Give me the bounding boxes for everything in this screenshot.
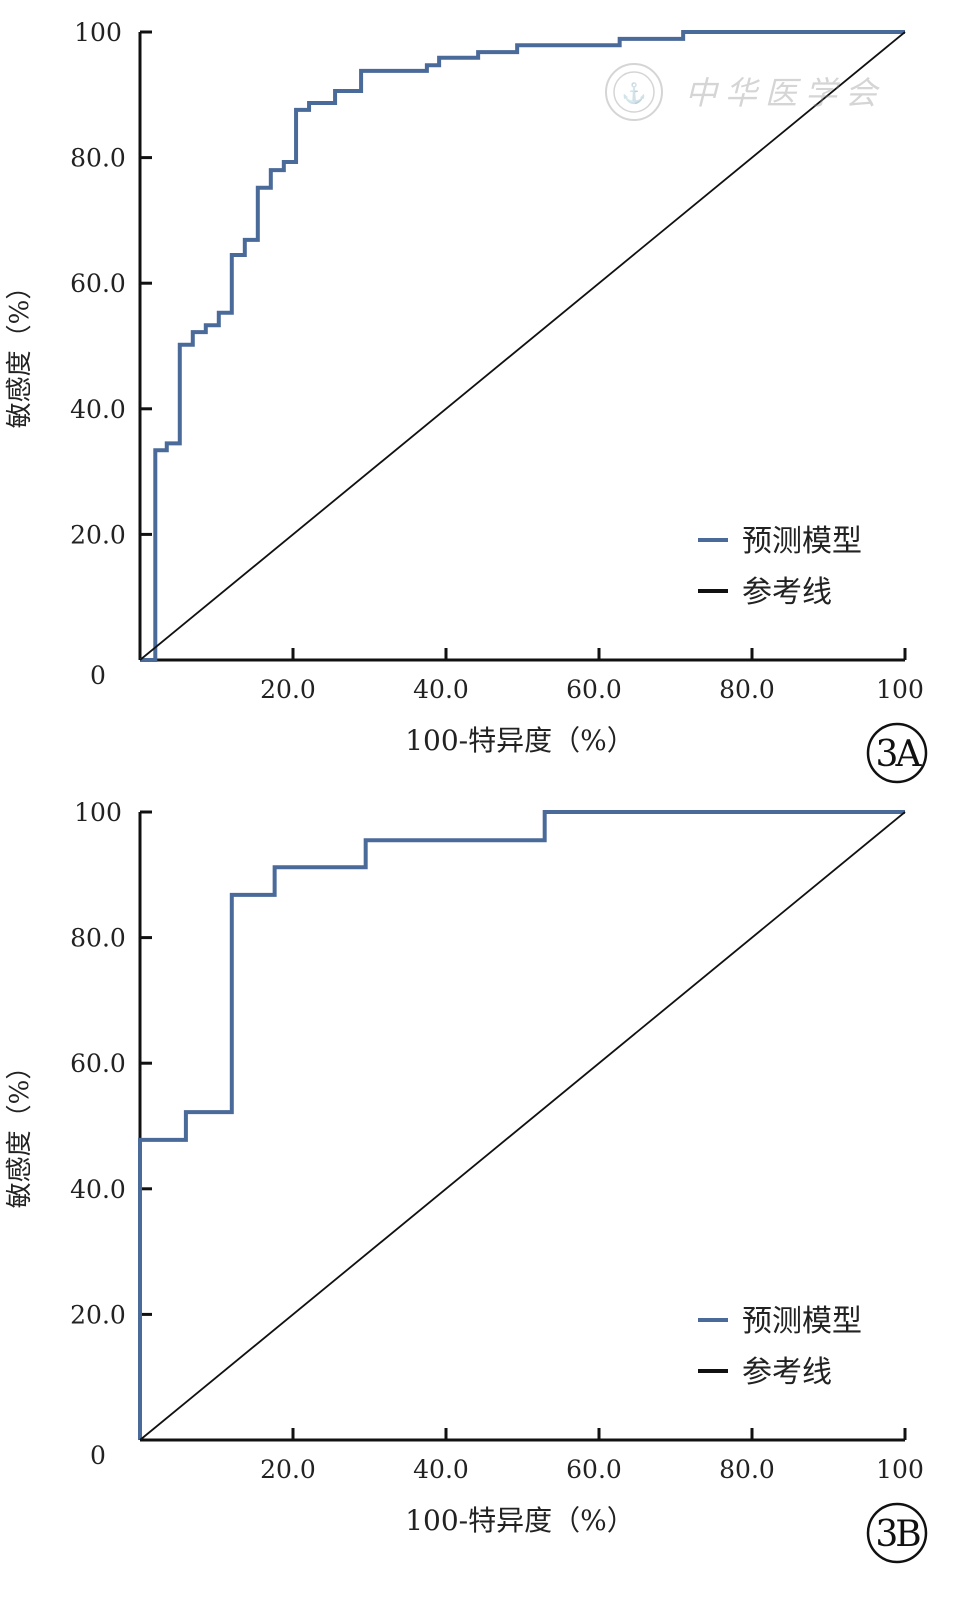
panel-label: 3A <box>876 734 923 775</box>
x-tick-label: 80.0 <box>719 1455 775 1484</box>
y-tick-label: 20.0 <box>70 1300 126 1329</box>
x-tick-label: 60.0 <box>566 1455 622 1484</box>
legend-label: 预测模型 <box>742 1304 862 1339</box>
chart-panel-3A: 0 20.0 40.0 60.0 80.0 100 20.0 40.0 60.0 80.0 100 1… <box>5 18 928 784</box>
x-tick-label: 20.0 <box>260 675 316 704</box>
y-tick-label: 80.0 <box>70 924 126 953</box>
y-axis-label: 敏感度（%） <box>5 274 35 429</box>
watermark-text: 中华医学会 <box>685 74 885 112</box>
y-tick-label: 40.0 <box>70 1175 126 1204</box>
y-tick-label: 60.0 <box>70 269 126 298</box>
y-tick-label: 0 <box>90 1441 106 1470</box>
y-tick-label: 40.0 <box>70 395 126 424</box>
x-tick-label: 80.0 <box>719 675 775 704</box>
legend-label: 参考线 <box>742 575 832 610</box>
reference-line <box>139 811 906 1441</box>
roc-curve-line <box>140 30 905 662</box>
y-tick-label: 100 <box>74 798 122 827</box>
y-tick-label: 80.0 <box>70 144 126 173</box>
panel-label: 3B <box>875 1514 920 1555</box>
x-tick-label: 60.0 <box>566 675 622 704</box>
panel-label-circle <box>866 722 928 784</box>
x-tick-label: 100 <box>876 675 924 704</box>
y-tick-label: 60.0 <box>70 1049 126 1078</box>
y-axis-label: 敏感度（%） <box>5 1054 35 1209</box>
x-tick-label: 20.0 <box>260 1455 316 1484</box>
reference-line <box>139 31 906 661</box>
chart-panel-3B: 0 20.0 40.0 60.0 80.0 100 20.0 40.0 60.0 80.0 100 1… <box>5 798 928 1564</box>
watermark-logo: ⚓ 中华医学会 <box>605 63 885 121</box>
y-tick-label: 20.0 <box>70 520 126 549</box>
legend-label: 预测模型 <box>742 524 862 559</box>
legend-label: 参考线 <box>742 1355 832 1390</box>
x-tick-label: 40.0 <box>413 1455 469 1484</box>
y-tick-label: 0 <box>90 661 106 690</box>
y-tick-label: 100 <box>74 18 122 47</box>
svg-text:⚓: ⚓ <box>622 81 647 105</box>
x-tick-label: 100 <box>876 1455 924 1484</box>
panel-label-circle <box>866 1502 928 1564</box>
x-axis-label: 100-特异度（%） <box>405 724 635 757</box>
x-axis-label: 100-特异度（%） <box>405 1504 635 1537</box>
roc-curve-line <box>138 810 905 1440</box>
x-tick-label: 40.0 <box>413 675 469 704</box>
